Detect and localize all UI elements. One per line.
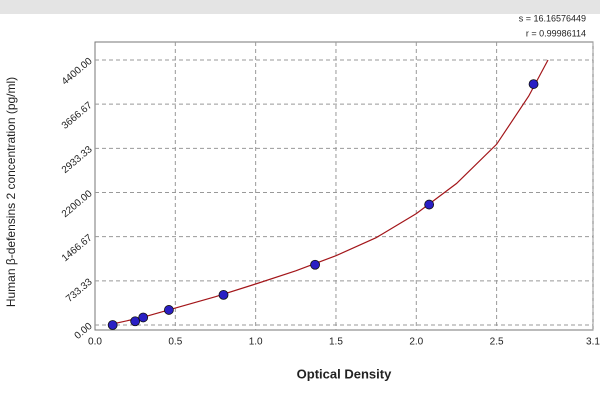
x-tick-label: 1.0 <box>249 337 263 348</box>
x-tick-label: 1.5 <box>329 337 343 348</box>
data-point <box>138 312 149 323</box>
fit-curve <box>107 59 549 326</box>
annotation: r = 0.99986114 <box>526 28 586 38</box>
data-point <box>218 289 229 300</box>
data-point <box>528 79 539 89</box>
x-axis-label: Optical Density <box>297 366 392 381</box>
data-point <box>130 316 141 327</box>
data-point <box>310 259 320 270</box>
top-strip <box>0 0 600 14</box>
data-point <box>107 320 118 330</box>
data-point <box>163 305 174 315</box>
x-tick-label: 2.0 <box>409 337 423 348</box>
data-point <box>424 199 435 210</box>
annotation: s = 16.16576449 <box>519 13 586 23</box>
y-axis-label: Human β-defensins 2 concentration (pg/ml… <box>4 77 18 307</box>
x-tick-label: 3.1 <box>586 337 600 348</box>
x-tick-label: 2.5 <box>490 337 504 348</box>
x-tick-label: 0.0 <box>88 337 102 348</box>
x-tick-label: 0.5 <box>168 337 182 348</box>
